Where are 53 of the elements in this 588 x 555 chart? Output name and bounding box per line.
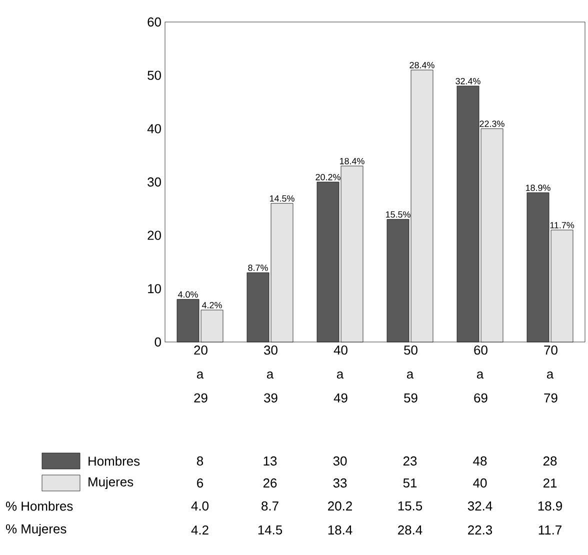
- text: % Hombres: [6, 501, 73, 511]
- data-label: 30: [333, 456, 347, 466]
- y-tick-label: 0: [154, 337, 161, 347]
- data-label: 28: [543, 456, 557, 466]
- data-label: 40: [473, 478, 487, 488]
- annotation: 11.7%: [550, 222, 574, 228]
- text: 32.4: [468, 501, 492, 511]
- annotation: 4.2%: [202, 302, 222, 308]
- category-label: 30 a 39: [264, 346, 278, 403]
- text: 4.0: [191, 501, 209, 511]
- text: 20.2: [328, 501, 352, 511]
- y-tick-label: 50: [148, 70, 161, 80]
- category-label: 20 a 29: [194, 346, 208, 403]
- annotation: 14.5%: [270, 195, 294, 202]
- annotation: 4.0%: [178, 291, 198, 298]
- text: % Mujeres: [6, 524, 66, 536]
- data-label: 8: [196, 456, 204, 466]
- legend-label: Hombres: [88, 456, 140, 466]
- data-label: 23: [403, 456, 417, 466]
- legend-label: Mujeres: [88, 476, 134, 490]
- text: 18.4: [328, 525, 352, 535]
- category-label: 50 a 59: [404, 346, 418, 403]
- category-label: 70 a 79: [544, 346, 558, 403]
- text: 8.7: [262, 501, 278, 511]
- text: 28.4: [398, 525, 422, 535]
- text: 22.3: [468, 525, 492, 535]
- text: 18.9: [538, 501, 562, 511]
- category-label: 60 a 69: [474, 346, 488, 403]
- text: 14.5: [258, 525, 282, 535]
- y-tick-label: 30: [148, 177, 161, 187]
- annotation: 18.9%: [526, 184, 550, 191]
- data-label: 6: [197, 478, 204, 488]
- annotation: 18.4%: [340, 158, 364, 164]
- text: 15.5: [398, 501, 422, 511]
- annotation: 28.4%: [410, 62, 434, 68]
- text: 4.2: [191, 525, 208, 535]
- data-label: 21: [543, 478, 557, 488]
- annotation: 22.3%: [480, 120, 504, 127]
- annotation: 15.5%: [386, 211, 410, 218]
- data-label: 13: [264, 456, 277, 466]
- annotation: 8.7%: [248, 264, 268, 271]
- data-label: 33: [333, 478, 347, 488]
- annotation: 20.2%: [316, 174, 340, 180]
- data-label: 26: [263, 478, 277, 488]
- annotation: 32.4%: [456, 78, 480, 84]
- data-label: 48: [473, 456, 487, 466]
- y-tick-label: 40: [147, 124, 161, 134]
- y-tick-label: 60: [148, 17, 161, 27]
- y-tick-label: 10: [148, 284, 161, 294]
- data-label: 51: [403, 478, 417, 488]
- category-label: 40 a 49: [334, 346, 348, 403]
- text: 11.7: [538, 526, 562, 534]
- y-tick-label: 20: [148, 230, 161, 240]
